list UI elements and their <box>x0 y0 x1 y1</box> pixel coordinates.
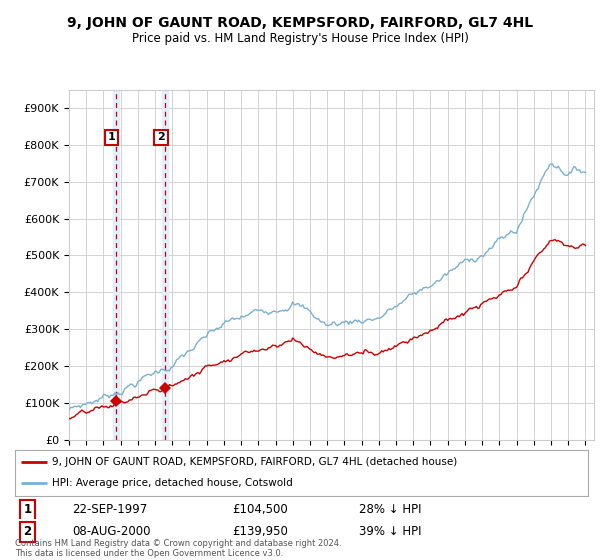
Text: 9, JOHN OF GAUNT ROAD, KEMPSFORD, FAIRFORD, GL7 4HL: 9, JOHN OF GAUNT ROAD, KEMPSFORD, FAIRFO… <box>67 16 533 30</box>
Text: 2: 2 <box>157 133 165 142</box>
Bar <box>113 90 119 440</box>
Text: 28% ↓ HPI: 28% ↓ HPI <box>359 503 421 516</box>
Text: 08-AUG-2000: 08-AUG-2000 <box>73 525 151 538</box>
Text: £139,950: £139,950 <box>233 525 289 538</box>
Text: 39% ↓ HPI: 39% ↓ HPI <box>359 525 421 538</box>
Text: 22-SEP-1997: 22-SEP-1997 <box>73 503 148 516</box>
Bar <box>162 90 169 440</box>
Text: Price paid vs. HM Land Registry's House Price Index (HPI): Price paid vs. HM Land Registry's House … <box>131 32 469 45</box>
Text: 1: 1 <box>23 503 32 516</box>
Text: 1: 1 <box>107 133 115 142</box>
Text: £104,500: £104,500 <box>233 503 289 516</box>
Text: Contains HM Land Registry data © Crown copyright and database right 2024.
This d: Contains HM Land Registry data © Crown c… <box>15 539 341 558</box>
Text: 2: 2 <box>23 525 32 538</box>
Text: 9, JOHN OF GAUNT ROAD, KEMPSFORD, FAIRFORD, GL7 4HL (detached house): 9, JOHN OF GAUNT ROAD, KEMPSFORD, FAIRFO… <box>52 457 457 467</box>
Text: HPI: Average price, detached house, Cotswold: HPI: Average price, detached house, Cots… <box>52 478 293 488</box>
